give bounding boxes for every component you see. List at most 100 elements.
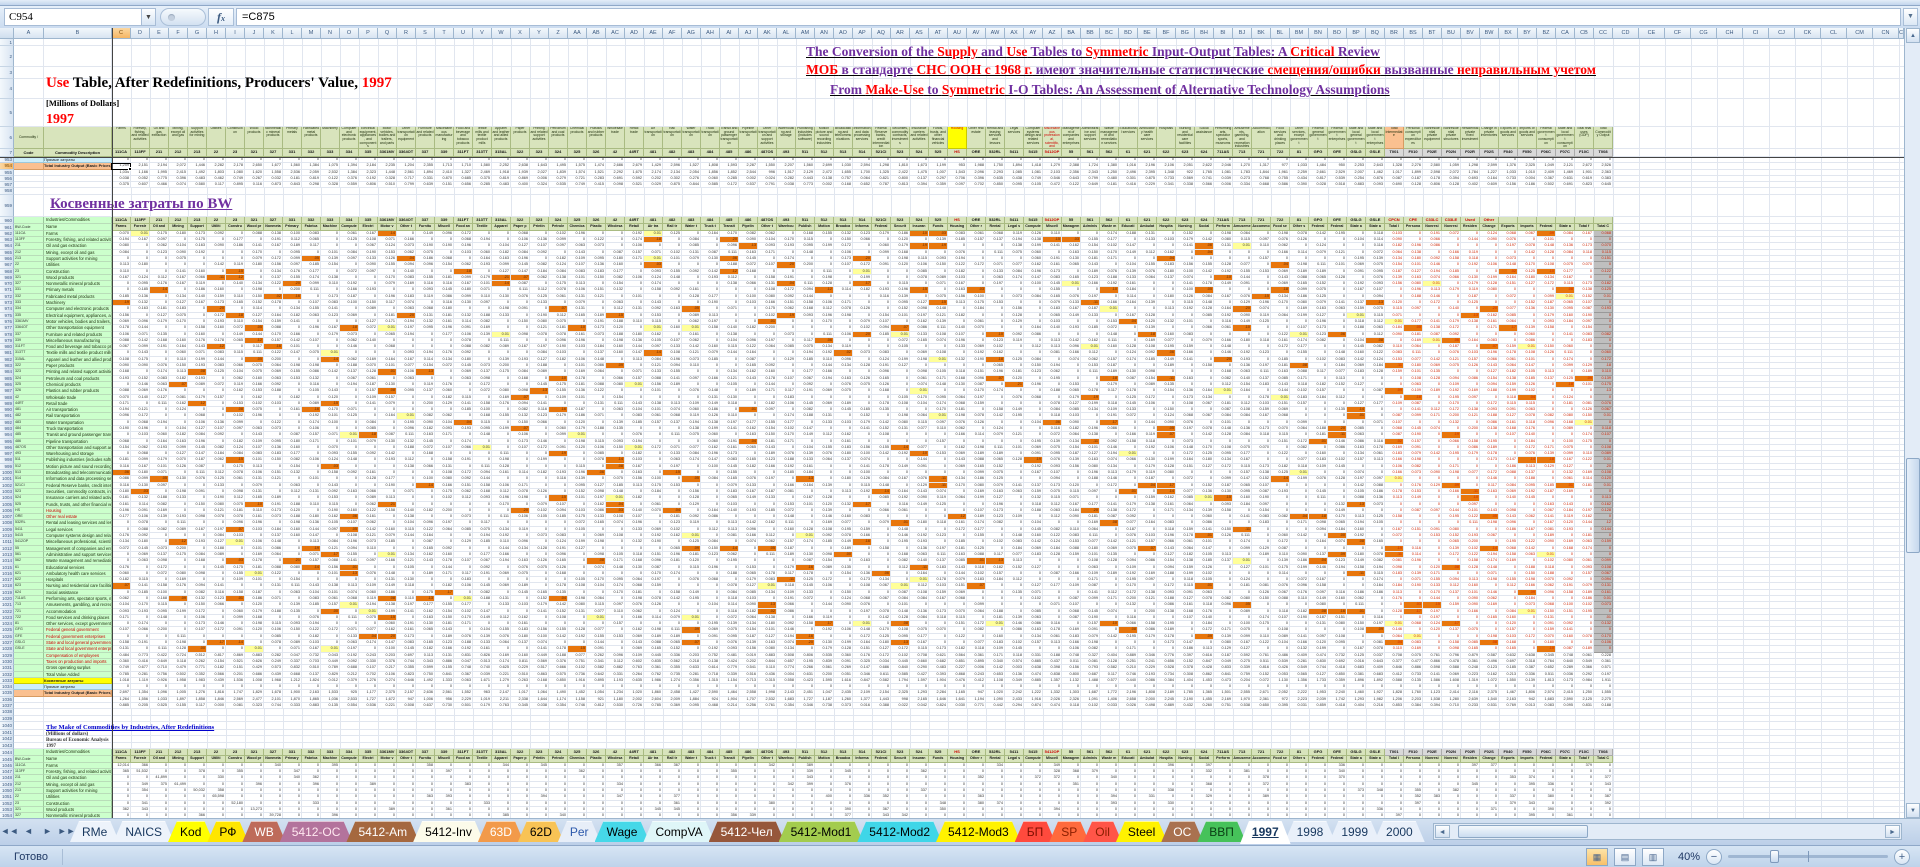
- table-row[interactable]: 970 327 Nonmetallic mineral products 0 0.095…: [0, 281, 1904, 288]
- sheet-tab-1998[interactable]: 1998: [1285, 821, 1336, 842]
- select-all-corner[interactable]: [0, 28, 14, 39]
- table-row[interactable]: 1002 521CI Federal Reserve banks, credit i…: [0, 482, 1904, 489]
- table-row[interactable]: 1023 722 Food services and drinking places…: [0, 614, 1904, 622]
- table-row[interactable]: 1044 Industries/Commodities 111CA 113FF 211 2…: [0, 748, 1904, 756]
- table-row[interactable]: 1015 61 Educational services 0.176 0 0.172 0 0 0…: [0, 564, 1904, 571]
- table-row[interactable]: 954 Total Industry Output (Basic Prices) 1…: [0, 163, 1904, 170]
- table-row[interactable]: 1006 HS Housing 0.196 0.091 0.169 0 0 0.121 0.181…: [0, 507, 1904, 515]
- table-row[interactable]: 1014562Waste management and remediation …: [0, 558, 1904, 565]
- next-sheet-icon[interactable]: ►: [43, 826, 52, 836]
- sheet-tab-БП[interactable]: БП: [1015, 821, 1056, 842]
- sheet-tab-РФ[interactable]: РФ: [207, 821, 248, 842]
- table-row[interactable]: 995 486 Pipeline transportation 0.068 0 0.164…: [0, 438, 1904, 445]
- page-layout-view-icon[interactable]: ▤: [1614, 847, 1636, 866]
- sheet-tab-1997[interactable]: 1997: [1240, 821, 1291, 844]
- table-row[interactable]: 998 511 Publishing industries (includes so…: [0, 457, 1904, 464]
- table-row[interactable]: 996 487OS Other transportation and support…: [0, 444, 1904, 452]
- table-row[interactable]: 972 332 Fabricated metal products 0.185 0.13…: [0, 293, 1904, 301]
- table-row[interactable]: 3: [0, 67, 1904, 79]
- table-row[interactable]: 1028 GSLE State and local government enter…: [0, 646, 1904, 653]
- table-row[interactable]: 957 0.375 0.607 0.466 0.074 0.580 0.117 0.895 0.…: [0, 182, 1904, 189]
- table-row[interactable]: 1054 327 Nonmetallic mineral products 0 0 0 0 3…: [0, 813, 1904, 818]
- table-row[interactable]: 1016 621 Ambulatory health care services 0.…: [0, 570, 1904, 578]
- table-row[interactable]: 1034 Прямые затраты 0 0 0 0 0 0 0 0 0 0 0 0 0 0 0 0 0 0 0 0 0 0…: [0, 684, 1904, 691]
- sheet-tab-Oil[interactable]: Oil: [1083, 821, 1122, 842]
- table-row[interactable]: 989 44RT Retail trade 0.171 0 0.111 0.162.12 0 0…: [0, 400, 1904, 408]
- insert-function-icon[interactable]: fx: [208, 8, 234, 26]
- table-row[interactable]: 988 42 Wholesale trade 0.070 0.140 0.127 0.081…: [0, 394, 1904, 401]
- table-row[interactable]: 1037 0.885 0.205 0.525 0.155 0.117 0.000 0.081 0…: [0, 703, 1904, 710]
- table-row[interactable]: 997 493 Warehousing and storage 0 0.068 0 0.12…: [0, 451, 1904, 458]
- table-row[interactable]: 965 212 Mining, except oil and gas 0.084 0 0.…: [0, 249, 1904, 256]
- table-row[interactable]: 987 326 Plastics and rubber products 0.088 0…: [0, 388, 1904, 395]
- table-row[interactable]: 4: [0, 79, 1904, 99]
- table-row[interactable]: 985 324 Petroleum and coal products 0.193 0.…: [0, 375, 1904, 382]
- worksheet-grid[interactable]: A B C D E F G H I J K L M N O P Q R S T U V W X Y Z AA AB AC AD AE AF AG…: [0, 28, 1904, 818]
- sheet-tab-Per[interactable]: Per: [558, 821, 601, 842]
- scroll-up-icon[interactable]: ▲: [1906, 28, 1920, 43]
- sheet-tab-Steel[interactable]: Steel: [1116, 821, 1167, 842]
- table-row[interactable]: 1027 GSLG State and local general governme…: [0, 640, 1904, 647]
- table-row[interactable]: 1019 624 Social assistance 0 0.185 0.100 0 0.08…: [0, 589, 1904, 596]
- zoom-slider[interactable]: [1728, 850, 1888, 863]
- table-row[interactable]: 1008 532RL Rental and leasing services and…: [0, 520, 1904, 527]
- sheet-tab-OC[interactable]: OC: [1161, 821, 1203, 842]
- table-row[interactable]: 971 331 Primary metals 0 0.185.14 0 0.186 0.160…: [0, 287, 1904, 294]
- table-row[interactable]: 1013 561 Administrative and support servic…: [0, 551, 1904, 559]
- table-row[interactable]: 1053 321 Wood products 362 343 0 0 0 0 0 13,273 0 0 0…: [0, 806, 1904, 814]
- sheet-tab-ВВП[interactable]: ВВП: [1197, 821, 1246, 842]
- table-row[interactable]: 1035 Total Industry Output (Basic Prices)…: [0, 690, 1904, 697]
- formula-input[interactable]: =C875: [236, 8, 1901, 26]
- sheet-tab-5412-Inv[interactable]: 5412-Inv: [413, 821, 484, 842]
- table-row[interactable]: 1022 721 Accommodation 0.093 0.193 0.095 0.199…: [0, 608, 1904, 615]
- table-row[interactable]: 1003 523 Securities, commodity contracts, …: [0, 488, 1904, 496]
- vertical-scrollbar[interactable]: ▲ ▼: [1904, 28, 1920, 818]
- table-row[interactable]: 992 483 Water transportation 0 0.068 0.194 0 0.…: [0, 419, 1904, 426]
- sheet-tab-5412-Mod2[interactable]: 5412-Mod2: [857, 821, 942, 842]
- table-row[interactable]: 1048 211 Oil and gas extraction 0 0 41,899 0 0 3…: [0, 775, 1904, 782]
- table-row[interactable]: 1049 212 Mining, except oil and gas 0 349 375…: [0, 781, 1904, 789]
- formula-bar-expand-icon[interactable]: ▼▲: [1903, 8, 1918, 36]
- table-row[interactable]: 981 313TT Textile mills and textile produc…: [0, 350, 1904, 357]
- table-row[interactable]: 955 1,034 1,166 1,995 2,415 1,492 1,803 1,080 1,…: [0, 169, 1904, 176]
- table-row[interactable]: 991 482 Rail transportation 0.096 0.172 0 0 0.0…: [0, 413, 1904, 420]
- table-row[interactable]: 990 481 Air transportation 0.194 0.121 0 0.124…: [0, 407, 1904, 414]
- sheet-tab-Wage[interactable]: Wage: [595, 821, 650, 842]
- table-row[interactable]: 5: [0, 99, 1904, 127]
- table-row[interactable]: 1045 BW-Code Name Farms Forestr Oil and Mining…: [0, 755, 1904, 763]
- sheet-tab-62D[interactable]: 62D: [518, 821, 564, 842]
- column-headers[interactable]: A B C D E F G H I J K L M N O P Q R S T U V W X Y Z AA AB AC AD AE AF AG…: [0, 28, 1904, 39]
- sheet-tab-CompVA[interactable]: CompVA: [643, 821, 714, 842]
- table-row[interactable]: 978 337 Furniture and related products 0.10…: [0, 331, 1904, 338]
- table-row[interactable]: 999 512 Motion picture and sound recording…: [0, 463, 1904, 471]
- sheet-tab-NAICS[interactable]: NAICS: [113, 821, 174, 842]
- table-row[interactable]: 968 23 Construction 0.110 0 0 0.141 0.160 0.15 0 0…: [0, 268, 1904, 275]
- sheet-tab-5412-Mod3[interactable]: 5412-Mod3: [936, 821, 1021, 842]
- horizontal-scroll-thumb[interactable]: [1457, 825, 1588, 838]
- table-row[interactable]: 1036 1,264 1,556 1,033 1,897 1,858 1,846 2,569 2…: [0, 696, 1904, 704]
- table-row[interactable]: 967 22 Utilities 0.113 0.180 0 0 0 0.142 0.119 0.1…: [0, 262, 1904, 269]
- table-row[interactable]: 1025 GFG Federal general government 0.107 0.…: [0, 627, 1904, 634]
- table-row[interactable]: 960 Industries/Commodities 111CA 113FF 211 21…: [0, 216, 1904, 224]
- zoom-in-icon[interactable]: +: [1894, 848, 1910, 865]
- table-row[interactable]: 959: [0, 194, 1904, 217]
- table-row[interactable]: 982 315AL Apparel and leather and allied p…: [0, 356, 1904, 364]
- table-row[interactable]: 1024 81 Other services, except government 0…: [0, 621, 1904, 628]
- table-row[interactable]: 958: [0, 188, 1904, 195]
- vertical-scroll-thumb[interactable]: [1906, 458, 1920, 553]
- name-box[interactable]: C954: [4, 8, 142, 26]
- table-row[interactable]: 1051 22 Utilities 0 0 0 0 0 65,598 0 0 0 0 0 0 0 0 0 0 363 3…: [0, 794, 1904, 801]
- table-row[interactable]: 1026 GFE Federal government enterprises 0 0 0…: [0, 633, 1904, 641]
- table-row[interactable]: 1038: [0, 709, 1904, 716]
- table-row[interactable]: 956 0.038 0.052 0.775 0.396 0.483 0.462 0.749 0.…: [0, 175, 1904, 183]
- sheet-tab-5412-Чел[interactable]: 5412-Чел: [709, 821, 785, 842]
- scroll-right-icon[interactable]: ►: [1885, 825, 1900, 838]
- sheet-tab-5412-Am[interactable]: 5412-Am: [346, 821, 419, 842]
- table-row[interactable]: 994 485 Transit and ground passenger trans…: [0, 432, 1904, 439]
